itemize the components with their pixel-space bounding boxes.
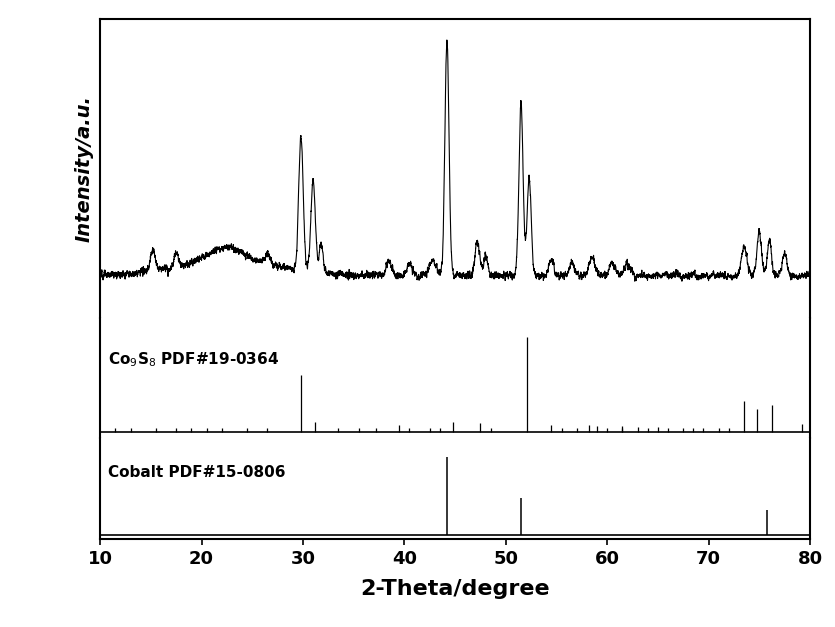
Text: Co$_9$S$_8$ PDF#19-0364: Co$_9$S$_8$ PDF#19-0364 <box>109 350 280 369</box>
Text: Cobalt PDF#15-0806: Cobalt PDF#15-0806 <box>109 465 286 480</box>
X-axis label: 2-Theta/degree: 2-Theta/degree <box>360 579 550 599</box>
Y-axis label: Intensity/a.u.: Intensity/a.u. <box>74 95 94 242</box>
